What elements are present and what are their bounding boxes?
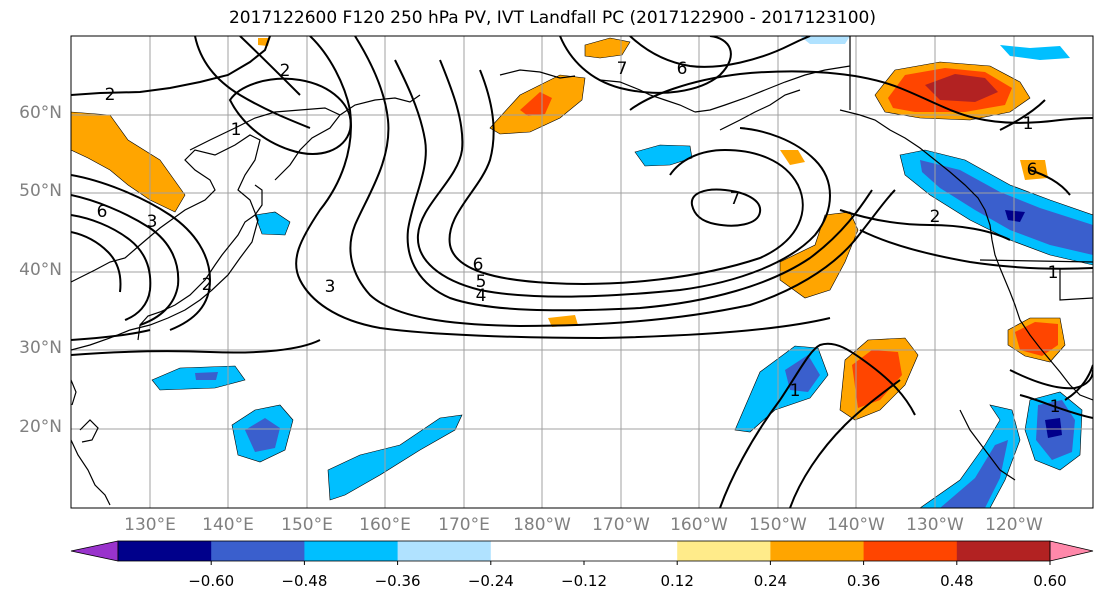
colorbar-bin [677, 541, 771, 561]
lon-label: 150°E [281, 515, 333, 535]
lat-label: 40°N [19, 260, 62, 280]
colorbar-tick-label: 0.48 [940, 572, 974, 590]
colorbar-bin [770, 541, 865, 561]
lon-label: 180°W [513, 515, 571, 535]
colorbar-extend-low [70, 540, 119, 562]
contour-label: 2 [930, 207, 941, 227]
lon-label: 170°W [592, 515, 650, 535]
contour-label: 7 [617, 59, 628, 79]
contour-label: 2 [202, 275, 213, 295]
contour-label: 5 [476, 272, 487, 292]
colorbar-tick-label: −0.12 [561, 572, 607, 590]
colorbar-tick-label: −0.36 [374, 572, 421, 590]
gridlines [71, 36, 1093, 508]
contour-label: 4 [476, 286, 487, 306]
lon-label: 120°W [985, 515, 1043, 535]
colorbar-bin [304, 541, 399, 561]
colorbar-bin [490, 541, 585, 561]
contour-label: 1 [1023, 114, 1034, 134]
colorbar-extend-high [1049, 540, 1094, 562]
lon-label: 160°W [670, 515, 728, 535]
lat-label: 50°N [19, 181, 62, 201]
contour-label: 6 [97, 202, 108, 222]
lon-label: 160°E [359, 515, 411, 535]
colorbar-bin [584, 541, 678, 561]
contour-label: 3 [147, 212, 158, 232]
map-title: 2017122600 F120 250 hPa PV, IVT Landfall… [228, 8, 876, 28]
colorbar-tick-label: 0.60 [1033, 572, 1067, 590]
lon-label: 170°E [438, 515, 490, 535]
colorbar-bin [956, 541, 1051, 561]
colorbar [70, 540, 1094, 565]
contour-label: 2 [105, 85, 116, 105]
colorbar-tick-label: 0.24 [753, 572, 788, 590]
colorbar-tick-label: −0.60 [188, 572, 235, 590]
contour-label: 3 [325, 277, 336, 297]
lon-label: 130°W [906, 515, 964, 535]
lon-label: 140°W [827, 515, 885, 535]
colorbar-bin [211, 541, 305, 561]
contour-label: 1 [1050, 397, 1061, 417]
pv-contours [71, 36, 1093, 508]
lat-label: 60°N [19, 103, 62, 123]
contour-label: 1 [1048, 263, 1059, 283]
contour-label: 1 [231, 120, 242, 140]
lon-label: 150°W [749, 515, 807, 535]
colorbar-tick-label: −0.48 [281, 572, 328, 590]
colorbar-bin [118, 541, 212, 561]
contour-label: 6 [473, 255, 484, 275]
colorbar-tick-label: 0.36 [846, 572, 881, 590]
colorbar-bin [397, 541, 492, 561]
contour-label: 6 [1027, 160, 1038, 180]
lat-label: 20°N [19, 417, 62, 437]
colorbar-bin [863, 541, 958, 561]
plot-frame [70, 35, 1094, 509]
lon-label: 140°E [202, 515, 254, 535]
colorbar-tick-label: 0.12 [660, 572, 694, 590]
coastlines [71, 36, 1093, 506]
contour-label: 2 [280, 61, 291, 81]
contour-label: 1 [790, 381, 801, 401]
colorbar-tick-label: −0.24 [467, 572, 514, 590]
lon-label: 130°E [124, 515, 176, 535]
contour-label-group: 2 1 2 7 6 6 3 2 3 6 5 4 7 1 4 2 6 1 1 1 [97, 59, 1061, 417]
contour-label: 6 [677, 59, 688, 79]
pc-shading [71, 36, 1093, 508]
lat-label: 30°N [19, 338, 62, 358]
contour-label: 7 [730, 189, 741, 209]
